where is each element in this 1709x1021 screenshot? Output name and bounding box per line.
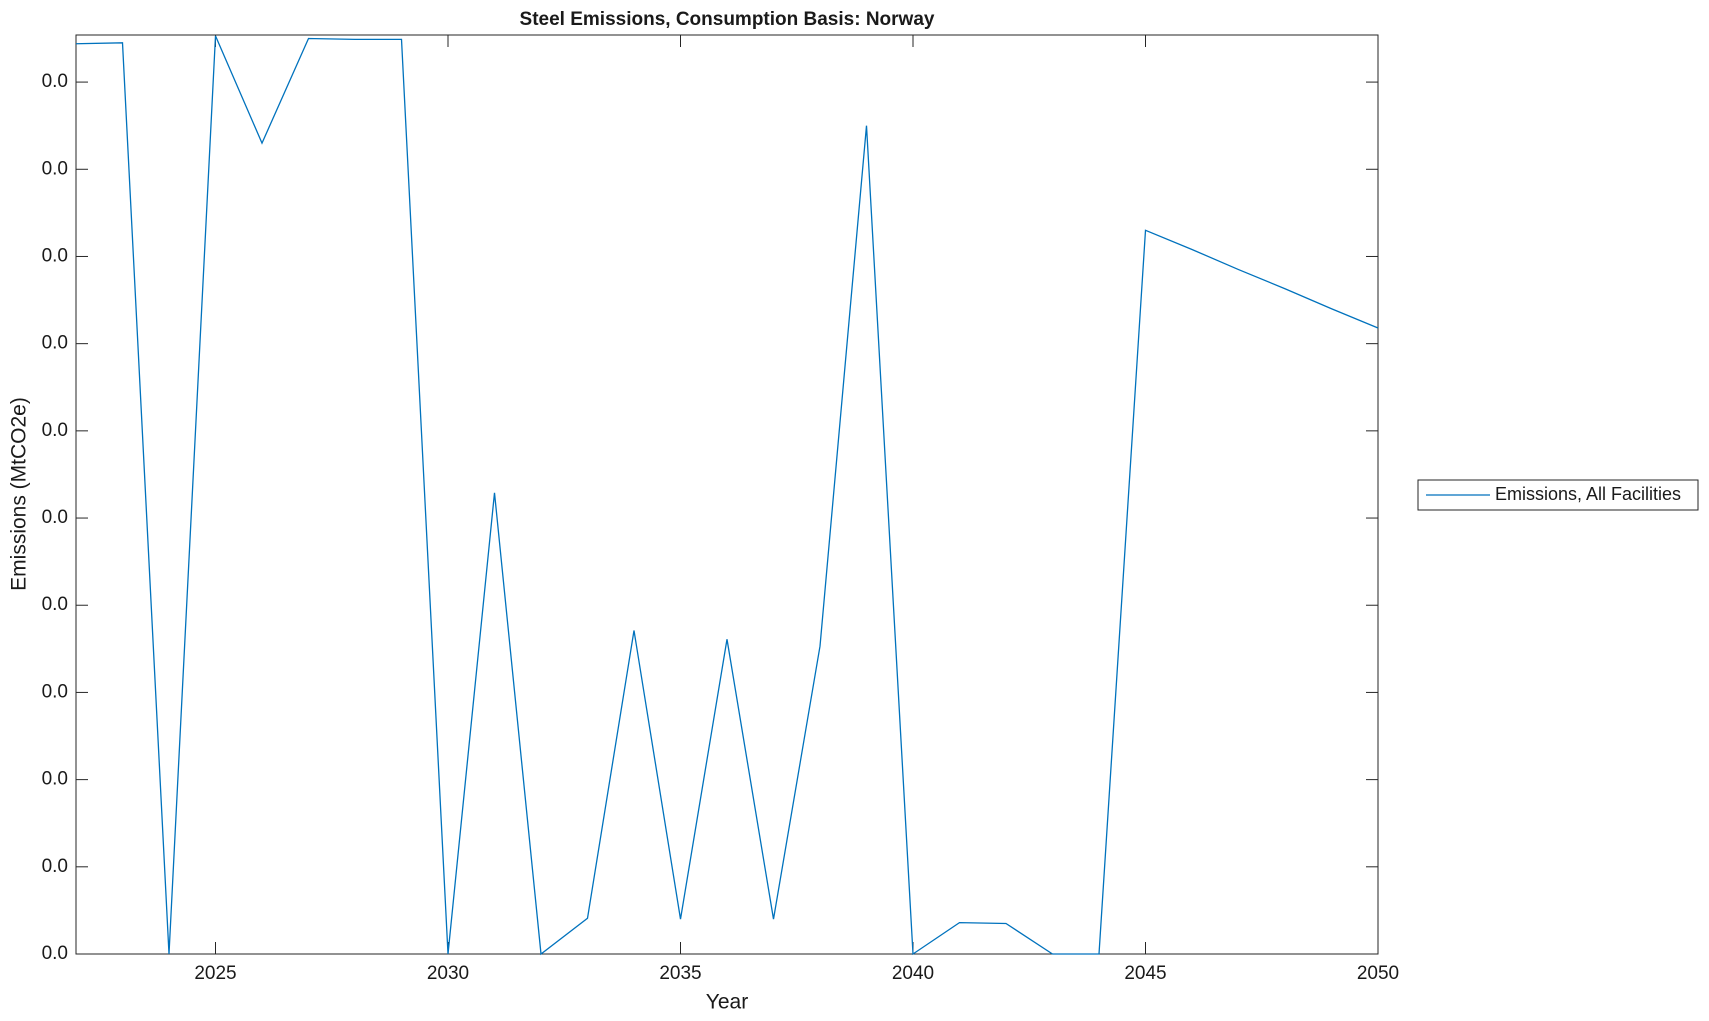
legend-label: Emissions, All Facilities bbox=[1495, 484, 1681, 504]
x-tick-label: 2035 bbox=[659, 963, 701, 984]
y-tick-label: 0.0 bbox=[42, 943, 68, 964]
x-tick-label: 2025 bbox=[194, 963, 236, 984]
y-tick-label: 0.0 bbox=[42, 507, 68, 528]
y-tick-label: 0.0 bbox=[42, 769, 68, 790]
x-tick-label: 2030 bbox=[427, 963, 469, 984]
y-tick-label: 0.0 bbox=[42, 594, 68, 615]
y-tick-label: 0.0 bbox=[42, 856, 68, 877]
chart-title: Steel Emissions, Consumption Basis: Norw… bbox=[520, 9, 935, 30]
y-tick-label: 0.0 bbox=[42, 333, 68, 354]
plot-frame bbox=[75, 34, 1379, 955]
series-line bbox=[75, 35, 1379, 956]
x-tick-label: 2040 bbox=[892, 963, 934, 984]
x-tick-label: 2045 bbox=[1124, 963, 1166, 984]
y-tick-label: 0.0 bbox=[42, 71, 68, 92]
x-axis-label: Year bbox=[706, 991, 748, 1014]
y-tick-label: 0.0 bbox=[42, 420, 68, 441]
y-axis-label: Emissions (MtCO2e) bbox=[8, 397, 31, 591]
y-tick-label: 0.0 bbox=[42, 245, 68, 266]
y-tick-label: 0.0 bbox=[42, 681, 68, 702]
y-tick-label: 0.0 bbox=[42, 158, 68, 179]
x-tick-label: 2050 bbox=[1357, 963, 1399, 984]
